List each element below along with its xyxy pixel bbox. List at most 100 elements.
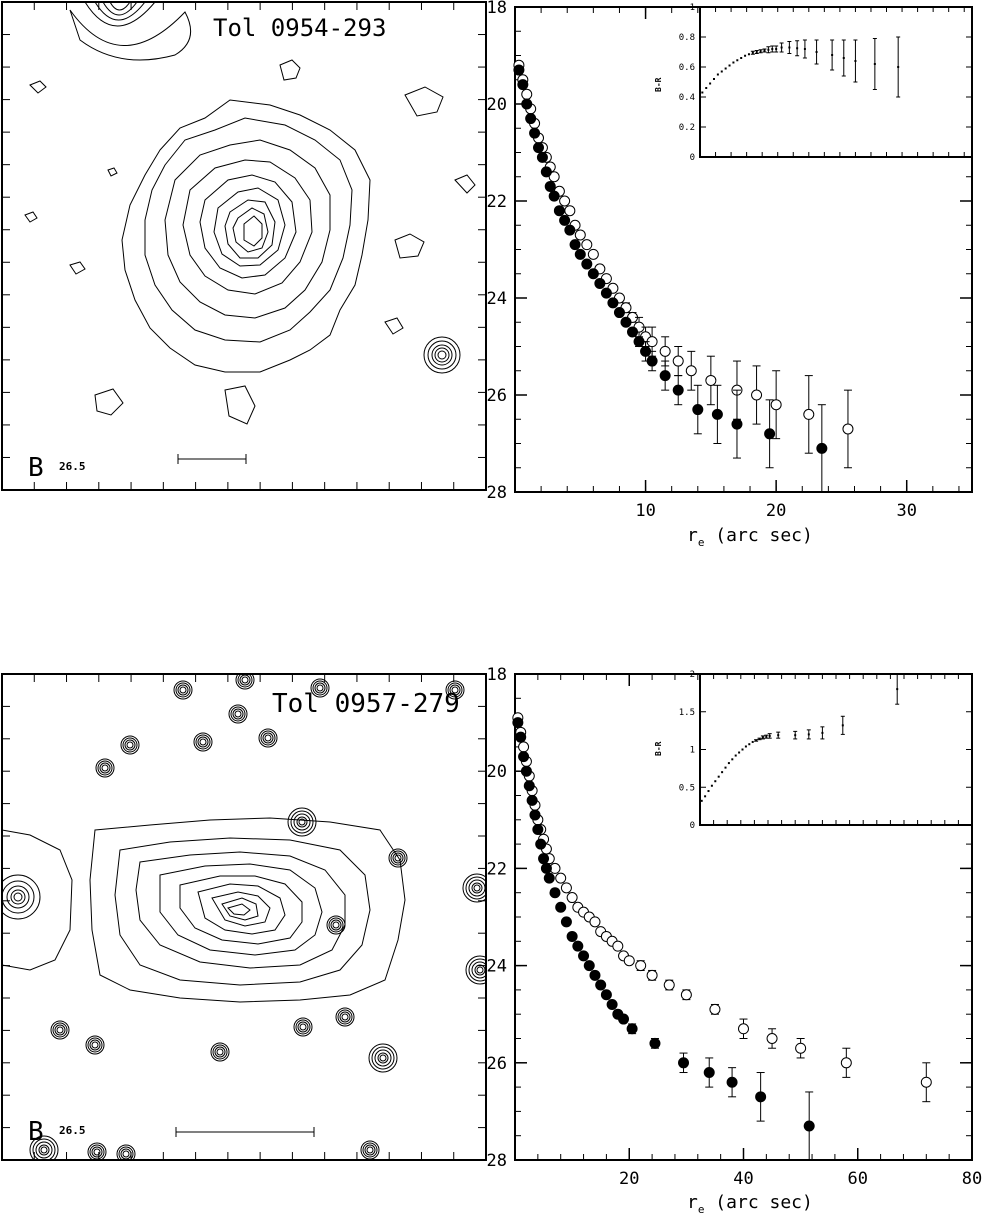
inset-data-point	[761, 736, 764, 739]
star-contour	[232, 708, 244, 720]
star-contour	[314, 682, 326, 694]
inset-data-point	[744, 745, 747, 748]
star-contour	[197, 736, 209, 748]
inset-data-point	[717, 775, 720, 778]
star-contour	[258, 728, 278, 748]
inset-data-point	[707, 790, 710, 793]
data-point-filled	[572, 940, 584, 952]
y-tick-label: 24	[487, 957, 507, 977]
inset-data-point	[763, 49, 766, 52]
data-point-open	[587, 248, 599, 260]
inset-data-point	[897, 66, 900, 68]
star-contour	[330, 919, 342, 931]
galaxy-contour	[135, 851, 346, 969]
contour-panel-bottom: Tol 0957-279 B 26.5	[1, 673, 487, 1161]
star-contour	[89, 1039, 101, 1051]
star-contour	[310, 678, 330, 698]
star-contour	[50, 1020, 70, 1040]
star-contour	[56, 1026, 64, 1034]
star-contour	[388, 848, 408, 868]
inset-data-point	[731, 758, 734, 761]
data-point-filled	[589, 969, 601, 981]
noise-contour	[384, 317, 404, 335]
x-tick-label: 20	[766, 501, 786, 521]
star-contour	[465, 876, 486, 900]
inset-data-point	[736, 59, 739, 62]
star-contour	[296, 816, 308, 828]
data-point-filled	[755, 1091, 767, 1103]
star-contour	[465, 955, 486, 985]
star-contour	[52, 1022, 68, 1038]
data-point-open	[842, 423, 854, 435]
star-contour	[173, 680, 193, 700]
data-point-filled	[517, 79, 529, 91]
inset-data-point	[741, 748, 744, 751]
star-contour	[89, 1144, 105, 1160]
star-contour	[326, 915, 346, 935]
star-contour	[366, 1146, 374, 1154]
data-point-filled	[521, 98, 533, 110]
star-contour	[312, 680, 328, 696]
data-point-filled	[553, 205, 565, 217]
data-point-filled	[620, 316, 632, 328]
data-point-filled	[711, 408, 723, 420]
x-tick-label: 10	[635, 501, 655, 521]
star-contour	[109, 2, 131, 11]
star-contour	[85, 1035, 105, 1055]
y-tick-label: 20	[487, 95, 507, 115]
y-tick-label: 26	[487, 1054, 507, 1074]
inset-y-tick-label: 1	[690, 3, 695, 13]
y-tick-label: 28	[487, 483, 507, 503]
star-contour	[40, 1146, 48, 1154]
data-point-filled	[559, 214, 571, 226]
data-point-filled	[627, 326, 639, 338]
data-point-open	[920, 1076, 932, 1088]
data-point-filled	[692, 404, 704, 416]
contour-title: Tol 0954-293	[213, 14, 386, 42]
data-point-filled	[726, 1076, 738, 1088]
data-point-open	[840, 1057, 852, 1069]
star-contour	[293, 813, 311, 831]
star-contour	[35, 1141, 53, 1159]
inset-y-tick-label: 0.2	[679, 123, 695, 133]
galaxy-contour	[182, 159, 313, 295]
data-point-filled	[560, 916, 572, 928]
star-contour	[262, 732, 274, 744]
inset-y-tick-label: 0.8	[679, 33, 695, 43]
star-contour	[216, 1048, 224, 1056]
contour-panel-top: Tol 0954-293 B 26.5	[1, 1, 487, 491]
star-contour	[295, 1019, 311, 1035]
data-point-open	[795, 1042, 807, 1054]
star-contour	[328, 917, 344, 933]
star-contour	[473, 884, 481, 892]
inset-data-point	[701, 91, 704, 94]
star-contour	[339, 1011, 351, 1023]
inset-y-tick-label: 0	[690, 153, 695, 163]
y-tick-label: 24	[487, 289, 507, 309]
data-point-filled	[549, 887, 561, 899]
y-tick-label: 26	[487, 386, 507, 406]
data-point-open	[663, 979, 675, 991]
inset-data-point	[896, 688, 899, 691]
star-contour	[360, 1140, 380, 1160]
star-contour	[38, 1144, 50, 1156]
galaxy-contour	[114, 837, 371, 986]
galaxy-contour	[227, 903, 251, 916]
inset-data-point	[768, 734, 771, 737]
galaxy-contour	[243, 215, 263, 247]
inset-data-point	[747, 53, 750, 56]
star-contour	[94, 2, 146, 21]
data-point-filled	[578, 950, 590, 962]
inset-y-tick-label: 0	[690, 821, 695, 831]
star-contour	[2, 874, 41, 920]
star-contour	[337, 1009, 353, 1025]
data-point-open	[705, 374, 717, 386]
galaxy-contour	[121, 99, 371, 373]
noise-contour	[69, 261, 86, 275]
star-contour	[260, 730, 276, 746]
data-point-filled	[532, 824, 544, 836]
data-point-open	[560, 882, 572, 894]
galaxy-contour	[232, 207, 269, 253]
data-point-open	[589, 916, 601, 928]
